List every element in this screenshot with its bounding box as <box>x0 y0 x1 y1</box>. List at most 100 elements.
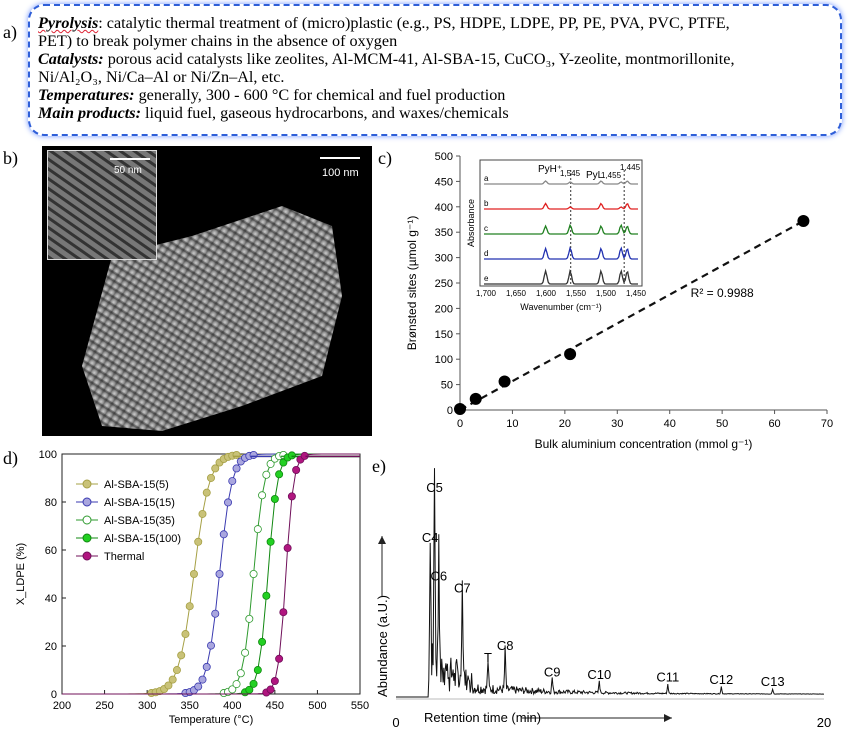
x-tick-label: 250 <box>95 700 113 712</box>
chart-c-axes: 0 50 100 150 200 250 300 350 400 450 500 0 10 20 30 40 5… <box>435 151 833 430</box>
series-marker <box>287 492 296 501</box>
y-tick-label: 500 <box>435 151 453 163</box>
y-tick-label: 300 <box>435 253 453 265</box>
x-tick-label: 20 <box>817 715 831 730</box>
x-tick-label: 10 <box>506 418 518 430</box>
y-tick-label: 350 <box>435 227 453 239</box>
legend-label: Al-SBA-15(5) <box>104 479 169 491</box>
series-marker <box>224 498 233 507</box>
series-marker <box>185 602 194 611</box>
summary-line-6: Main products: liquid fuel, gaseous hydr… <box>38 104 509 122</box>
data-point <box>454 402 466 415</box>
summary-line-5: Temperatures: generally, 300 - 600 °C fo… <box>38 86 505 104</box>
panel-label-e: e) <box>372 456 386 476</box>
panel-label-c: c) <box>378 148 392 168</box>
inset-peak-label: 1,545 <box>560 169 581 178</box>
x-tick-label: 500 <box>308 700 326 712</box>
series-marker <box>275 654 284 663</box>
inset-ylabel: Absorbance <box>466 199 476 247</box>
inset-x-tick-label: 1,600 <box>536 289 557 298</box>
summary-line-3: Catalysts: porous acid catalysts like ze… <box>38 50 735 68</box>
y-arrowhead <box>378 536 386 544</box>
peak-label-C12: C12 <box>709 672 733 687</box>
x-tick-label: 350 <box>181 700 199 712</box>
x-tick-label: 400 <box>223 700 241 712</box>
series-marker <box>181 630 190 639</box>
summary-box: Pyrolysis: catalytic thermal treatment o… <box>28 4 842 136</box>
x-tick-label: 200 <box>53 700 71 712</box>
data-point <box>564 348 577 361</box>
series-marker <box>194 537 203 546</box>
peak-label-C13: C13 <box>761 674 785 689</box>
scale-bar-main: 100 nm <box>322 167 359 179</box>
x-tick-label: 50 <box>716 418 728 430</box>
inset-spectrum-b <box>484 202 638 210</box>
legend-marker <box>82 479 92 489</box>
chart-d-xlabel: Temperature (°C) <box>169 714 253 726</box>
series-marker <box>172 666 181 675</box>
inset-x-tick-label: 1,500 <box>596 289 617 298</box>
chart-d-axes: 0 20 40 60 80 100 200 250 300 350 400 450 500 550 <box>39 449 370 712</box>
chart-e-ylabel: Abundance (a.U.) <box>375 595 390 697</box>
inset-x-tick-label: 1,450 <box>626 289 647 298</box>
inset-curve-label: a <box>484 174 489 183</box>
y-tick-label: 250 <box>435 278 453 290</box>
data-point <box>797 215 810 228</box>
micrograph-image: 100 nm <box>82 157 360 431</box>
y-tick-label: 100 <box>39 449 57 461</box>
series-marker <box>262 470 271 479</box>
series-marker <box>177 651 186 660</box>
inset-spectrum-d <box>484 246 638 260</box>
chart-chromatogram: 0 20 C4 C5 C6 C7 T C8 C9 C10 C11 C12 C13 Retention … <box>375 468 831 730</box>
legend-marker <box>82 533 92 543</box>
y-tick-label: 20 <box>45 641 57 653</box>
inset-spectrum-c <box>484 223 638 235</box>
series-marker <box>245 685 254 694</box>
temperatures-text: generally, 300 - 600 °C for chemical and… <box>134 86 506 104</box>
series-marker <box>266 459 275 468</box>
series-marker <box>287 451 296 460</box>
panel-label-b: b) <box>3 148 18 168</box>
summary-line-1: Pyrolysis: catalytic thermal treatment o… <box>38 14 730 32</box>
series-marker <box>253 666 262 675</box>
x-tick-label: 70 <box>821 418 833 430</box>
y-tick-label: 100 <box>435 354 453 366</box>
legend-marker <box>82 515 92 525</box>
series-marker <box>168 675 177 684</box>
data-point <box>469 392 482 405</box>
series-marker <box>194 682 203 691</box>
x-tick-label: 40 <box>664 418 676 430</box>
y-tick-label: 0 <box>447 405 453 417</box>
tem-micrograph: 100 nm <box>42 146 372 436</box>
chart-c-inset: 1,700 1,650 1,600 1,550 1,500 1,450 Wavenumber… <box>466 159 647 312</box>
inset-curve-label: b <box>484 199 489 208</box>
peak-label-C8: C8 <box>497 638 514 653</box>
inset-curve-label: e <box>484 274 489 283</box>
peak-label-C6: C6 <box>430 569 447 584</box>
series-marker <box>211 464 220 473</box>
legend-label: Al-SBA-15(35) <box>104 515 175 527</box>
y-tick-label: 150 <box>435 329 453 341</box>
series-marker <box>270 676 279 685</box>
chart-d-series <box>62 450 360 698</box>
series-marker <box>206 641 215 650</box>
panel-label-a: a) <box>3 22 17 42</box>
micrograph-inset: 50 nm <box>47 150 157 260</box>
series-line <box>62 453 360 695</box>
x-tick-label: 20 <box>559 418 571 430</box>
y-tick-label: 80 <box>45 497 57 509</box>
summary-line-2: PET) to break polymer chains in the abse… <box>38 32 398 50</box>
series-marker <box>279 458 288 467</box>
pyrolysis-heading: Pyrolysis <box>38 14 99 32</box>
series-marker <box>236 669 245 678</box>
x-tick-label: 300 <box>138 700 156 712</box>
catalysts-heading: Catalysts: <box>38 50 104 68</box>
series-marker <box>262 591 271 600</box>
data-point <box>498 375 511 388</box>
series-marker <box>275 470 284 479</box>
series-marker <box>245 614 254 623</box>
inset-peak-label: 1,455 <box>601 171 622 180</box>
chart-e-axes: 0 20 <box>378 536 831 730</box>
pyrolysis-text: : catalytic thermal treatment of (micro)… <box>98 14 730 32</box>
peak-label-C10: C10 <box>587 667 611 682</box>
